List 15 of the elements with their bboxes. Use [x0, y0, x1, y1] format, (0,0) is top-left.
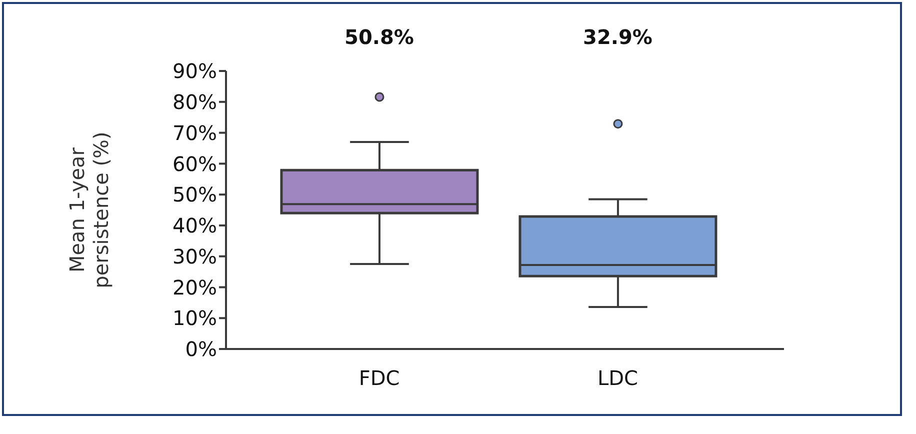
x-tick-label: LDC: [597, 366, 638, 390]
y-tick-label: 10%: [172, 306, 217, 330]
y-axis-title: Mean 1-year persistence (%): [65, 132, 113, 288]
text: 32.9%: [583, 25, 652, 49]
y-tick-label: 0%: [185, 337, 217, 362]
y-tick-label: 90%: [172, 59, 217, 84]
y-tick-label: 70%: [172, 120, 217, 145]
y-tick-label: 30%: [172, 244, 217, 268]
x-tick-label: FDC: [358, 366, 400, 390]
y-tick-label: 60%: [172, 152, 217, 176]
y-tick-label: 20%: [172, 275, 217, 300]
y-tick-label: 80%: [172, 90, 217, 114]
text: 50.8%: [344, 25, 414, 49]
y-tick-label: 50%: [172, 182, 217, 207]
y-tick-label: 40%: [172, 214, 217, 238]
